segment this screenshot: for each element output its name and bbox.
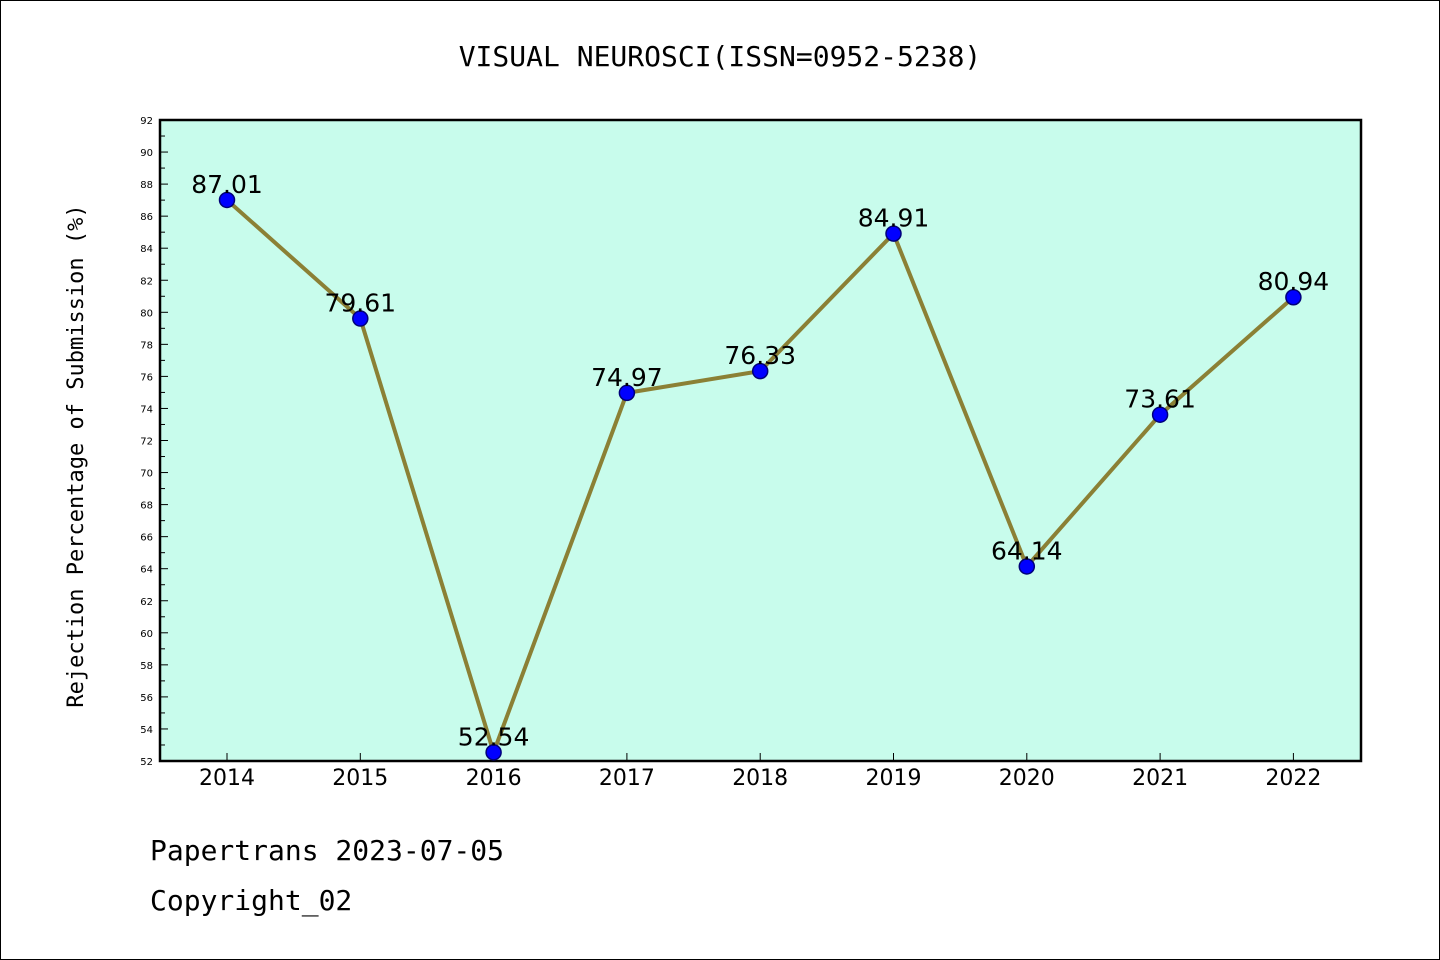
x-tick-label: 2019 xyxy=(866,766,922,791)
plot-area xyxy=(158,118,1363,763)
y-tick-label: 58 xyxy=(140,661,153,672)
x-tick-label: 2016 xyxy=(466,766,522,791)
x-tick-label: 2022 xyxy=(1265,766,1321,791)
y-tick-label: 60 xyxy=(140,629,153,640)
data-label: 52.54 xyxy=(458,722,530,751)
footer-copyright: Copyright_02 xyxy=(150,884,353,917)
y-tick-label: 52 xyxy=(140,757,153,768)
data-point xyxy=(885,225,902,242)
data-point xyxy=(485,744,502,761)
y-axis-ticks: 52 54 56 58 60 62 64 66 68 70 72 74 76 78 80 82 84 86 88 90… xyxy=(140,116,168,768)
x-tick-label: 2015 xyxy=(332,766,388,791)
data-point xyxy=(218,191,236,209)
y-tick-label: 82 xyxy=(140,276,153,287)
chart-title: VISUAL NEUROSCI(ISSN=0952-5238) xyxy=(459,40,982,73)
data-label: 80.94 xyxy=(1258,267,1330,296)
y-tick-label: 70 xyxy=(140,469,153,480)
y-tick-label: 86 xyxy=(140,212,153,223)
data-label: 73.61 xyxy=(1124,385,1196,414)
data-point xyxy=(618,384,636,402)
data-label: 76.33 xyxy=(724,341,796,370)
data-label: 87.01 xyxy=(191,170,263,199)
y-tick-label: 84 xyxy=(140,244,153,255)
x-tick-label: 2018 xyxy=(732,766,788,791)
y-tick-label: 54 xyxy=(140,725,153,736)
y-tick-label: 68 xyxy=(140,501,153,512)
data-point xyxy=(751,362,769,380)
data-labels: 87.01 79.61 52.54 74.97 76.33 84.91 64.14 73.61… xyxy=(191,170,1329,751)
x-tick-label: 2021 xyxy=(1132,766,1188,791)
data-point xyxy=(1018,558,1036,575)
x-tick-label: 2020 xyxy=(999,766,1055,791)
data-point xyxy=(1285,288,1302,306)
y-axis-label: Rejection Percentage of Submission (%) xyxy=(64,204,89,707)
data-label: 74.97 xyxy=(591,363,663,392)
y-tick-label: 66 xyxy=(140,533,153,544)
x-axis-ticks: 2014 2015 2016 2017 2018 2019 2020 2021 2022 xyxy=(199,753,1321,791)
y-tick-label: 72 xyxy=(140,437,153,448)
footer-date: Papertrans 2023-07-05 xyxy=(150,834,505,867)
data-label: 64.14 xyxy=(991,536,1063,565)
data-markers xyxy=(218,191,1302,761)
y-tick-label: 62 xyxy=(140,597,153,608)
y-tick-label: 80 xyxy=(140,308,153,319)
y-tick-label: 74 xyxy=(140,404,153,415)
y-tick-label: 64 xyxy=(140,565,153,576)
data-point xyxy=(1151,406,1169,423)
data-label: 84.91 xyxy=(858,204,930,233)
y-tick-label: 88 xyxy=(140,180,153,191)
data-label: 79.61 xyxy=(325,289,397,318)
data-point xyxy=(352,310,369,327)
x-tick-label: 2014 xyxy=(199,766,255,791)
y-tick-label: 90 xyxy=(140,148,153,159)
y-tick-label: 78 xyxy=(140,340,153,351)
y-tick-label: 56 xyxy=(140,693,153,704)
y-tick-label: 76 xyxy=(140,372,153,383)
x-tick-label: 2017 xyxy=(599,766,655,791)
y-tick-label: 92 xyxy=(140,116,153,127)
